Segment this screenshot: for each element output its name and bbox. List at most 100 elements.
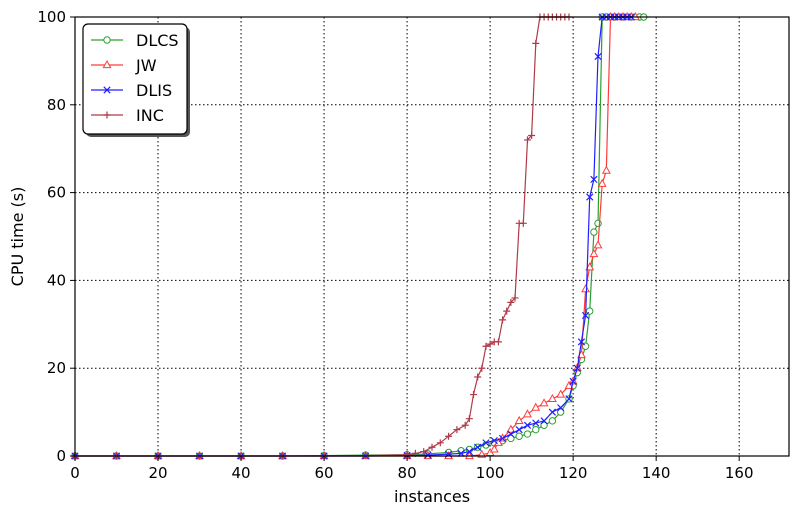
point-dlcs <box>590 228 598 236</box>
point-inc <box>519 219 527 227</box>
y-tick-label: 40 <box>47 271 66 289</box>
point-inc <box>453 426 461 434</box>
point-inc <box>478 364 486 372</box>
point-inc <box>523 136 531 144</box>
axis-ticks: 0 20 40 60 80 100 120 140 160 0 20 40 60 80 100 <box>37 8 753 482</box>
point-inc <box>532 39 540 47</box>
point-inc <box>445 432 453 440</box>
point-dlcs <box>515 432 523 440</box>
point-inc <box>511 294 519 302</box>
x-tick-label: 100 <box>476 464 505 482</box>
point-dlis <box>586 193 594 201</box>
point-dlis <box>590 175 598 184</box>
point-dlis <box>581 311 590 320</box>
point-dlis <box>569 377 577 385</box>
point-dlcs <box>556 408 565 416</box>
point-inc <box>494 338 502 346</box>
x-tick-label: 0 <box>70 464 80 482</box>
point-dlis <box>424 451 432 459</box>
point-inc <box>482 342 490 350</box>
point-dlis <box>482 439 490 447</box>
point-dlcs <box>507 434 515 443</box>
point-inc <box>428 443 436 451</box>
point-dlis <box>498 434 507 443</box>
y-axis-label: CPU time (s) <box>8 187 27 287</box>
y-tick-label: 80 <box>47 96 66 114</box>
point-dlis <box>594 52 602 61</box>
point-dlis <box>515 426 523 434</box>
point-inc <box>461 421 469 429</box>
point-jw <box>539 398 549 407</box>
legend: DLCS JW DLIS INC <box>82 23 190 137</box>
point-jw <box>556 389 566 398</box>
point-dlis <box>474 443 482 451</box>
y-tick-label: 20 <box>47 359 66 377</box>
legend-label-dlis: DLIS <box>136 81 172 100</box>
point-dlis <box>532 419 540 427</box>
point-jw <box>585 262 595 271</box>
legend-marker-inc <box>103 111 111 119</box>
point-jw <box>464 450 474 460</box>
point-inc <box>503 307 511 315</box>
point-inc <box>499 316 507 324</box>
point-jw <box>547 393 557 403</box>
point-inc <box>470 391 478 399</box>
legend-label-jw: JW <box>135 56 157 75</box>
point-dlcs <box>523 430 532 438</box>
x-tick-label: 80 <box>398 464 417 482</box>
x-axis-label: instances <box>394 487 470 506</box>
point-jw <box>506 424 516 433</box>
point-jw <box>630 11 640 21</box>
legend-label-dlcs: DLCS <box>136 31 179 50</box>
y-tick-label: 60 <box>47 184 66 202</box>
point-inc <box>420 448 428 456</box>
point-jw <box>514 415 524 424</box>
point-dlis <box>465 447 473 456</box>
point-jw <box>593 240 603 249</box>
legend-label-inc: INC <box>136 106 164 125</box>
point-dlcs <box>548 417 557 425</box>
legend-item-dlis: DLIS <box>91 81 172 100</box>
x-tick-label: 20 <box>148 464 167 482</box>
point-inc <box>436 439 444 447</box>
point-jw <box>601 165 611 174</box>
point-dlis <box>548 408 557 416</box>
point-dlis <box>557 404 565 412</box>
point-dlis <box>565 395 573 403</box>
point-jw <box>489 444 499 453</box>
x-tick-label: 160 <box>725 464 754 482</box>
legend-marker-jw <box>102 59 112 69</box>
point-jw <box>523 409 532 418</box>
x-tick-label: 140 <box>642 464 671 482</box>
point-jw <box>531 402 541 411</box>
point-jw <box>589 249 599 258</box>
point-inc <box>486 340 494 348</box>
y-tick-label: 100 <box>37 8 66 26</box>
point-dlis <box>507 430 515 438</box>
legend-marker-dlcs <box>103 36 111 44</box>
point-dlis <box>523 421 532 429</box>
legend-item-dlcs: DLCS <box>91 31 179 50</box>
plot-frame <box>74 16 790 457</box>
x-tick-label: 60 <box>315 464 334 482</box>
point-dlis <box>577 338 586 346</box>
legend-item-jw: JW <box>91 56 157 75</box>
legend-marker-dlis <box>103 86 111 94</box>
point-inc <box>528 132 536 140</box>
point-dlcs <box>532 425 540 434</box>
y-tick-label: 0 <box>56 447 66 465</box>
point-jw <box>581 284 591 293</box>
point-inc <box>474 373 482 381</box>
point-inc <box>507 298 515 306</box>
point-inc <box>465 415 473 423</box>
legend-item-inc: INC <box>91 106 164 125</box>
x-tick-label: 120 <box>559 464 588 482</box>
point-dlis <box>573 364 581 372</box>
point-dlis <box>540 417 548 425</box>
legend-box <box>82 23 188 135</box>
point-jw <box>597 178 607 187</box>
point-jw <box>564 380 574 389</box>
point-dlcs <box>540 421 548 429</box>
point-dlis <box>490 437 498 445</box>
